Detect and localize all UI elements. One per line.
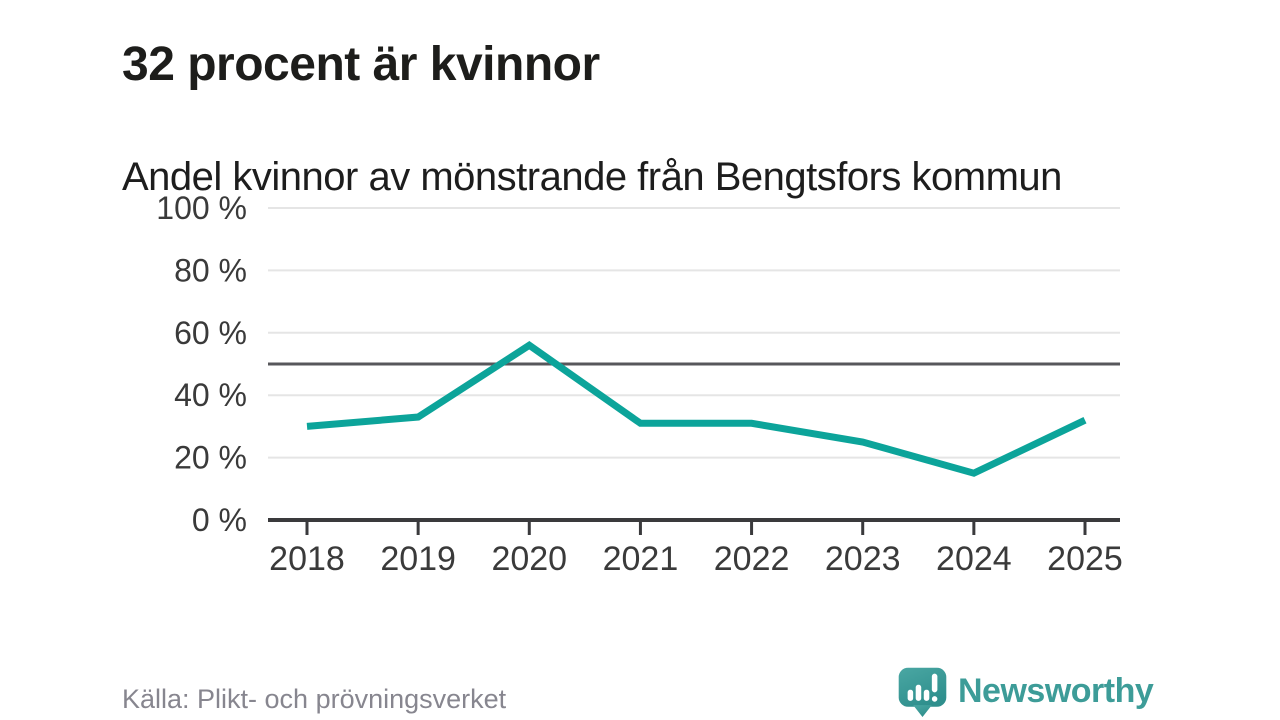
x-axis-tick-label: 2020 [491, 540, 567, 578]
y-axis-tick-label: 40 % [174, 377, 247, 413]
x-axis-tick-label: 2022 [714, 540, 790, 578]
x-axis-tick-label: 2021 [603, 540, 679, 578]
logo-bar-3 [923, 689, 930, 701]
logo-bar-1 [907, 689, 914, 701]
y-axis-tick-label: 20 % [174, 440, 247, 476]
logo-bar-2 [915, 684, 922, 701]
x-axis-tick-label: 2024 [936, 540, 1012, 578]
x-axis-tick-label: 2023 [825, 540, 901, 578]
page-title: 32 procent är kvinnor [122, 38, 600, 92]
y-axis-tick-label: 60 % [174, 315, 247, 351]
x-axis-tick-label: 2025 [1047, 540, 1123, 578]
y-axis-tick-label: 80 % [174, 252, 247, 288]
y-axis-tick-label: 100 % [156, 190, 247, 226]
newsworthy-logo-icon [898, 667, 947, 717]
brand-name: Newsworthy [958, 672, 1154, 710]
source-note: Källa: Plikt- och prövningsverket [122, 684, 507, 714]
y-axis-tick-label: 0 % [192, 502, 247, 538]
x-axis-tick-label: 2018 [269, 540, 345, 578]
logo-bubble-tail [913, 705, 932, 717]
logo-bubble [898, 667, 947, 707]
logo-exclamation-bar [931, 673, 938, 693]
data-line [306, 341, 1087, 477]
chart-subtitle: Andel kvinnor av mönstrande från Bengtsf… [122, 155, 1062, 200]
x-axis-tick-label: 2019 [380, 540, 456, 578]
logo-exclamation-dot [931, 696, 938, 702]
brand-lockup: Newsworthy [897, 666, 1154, 717]
